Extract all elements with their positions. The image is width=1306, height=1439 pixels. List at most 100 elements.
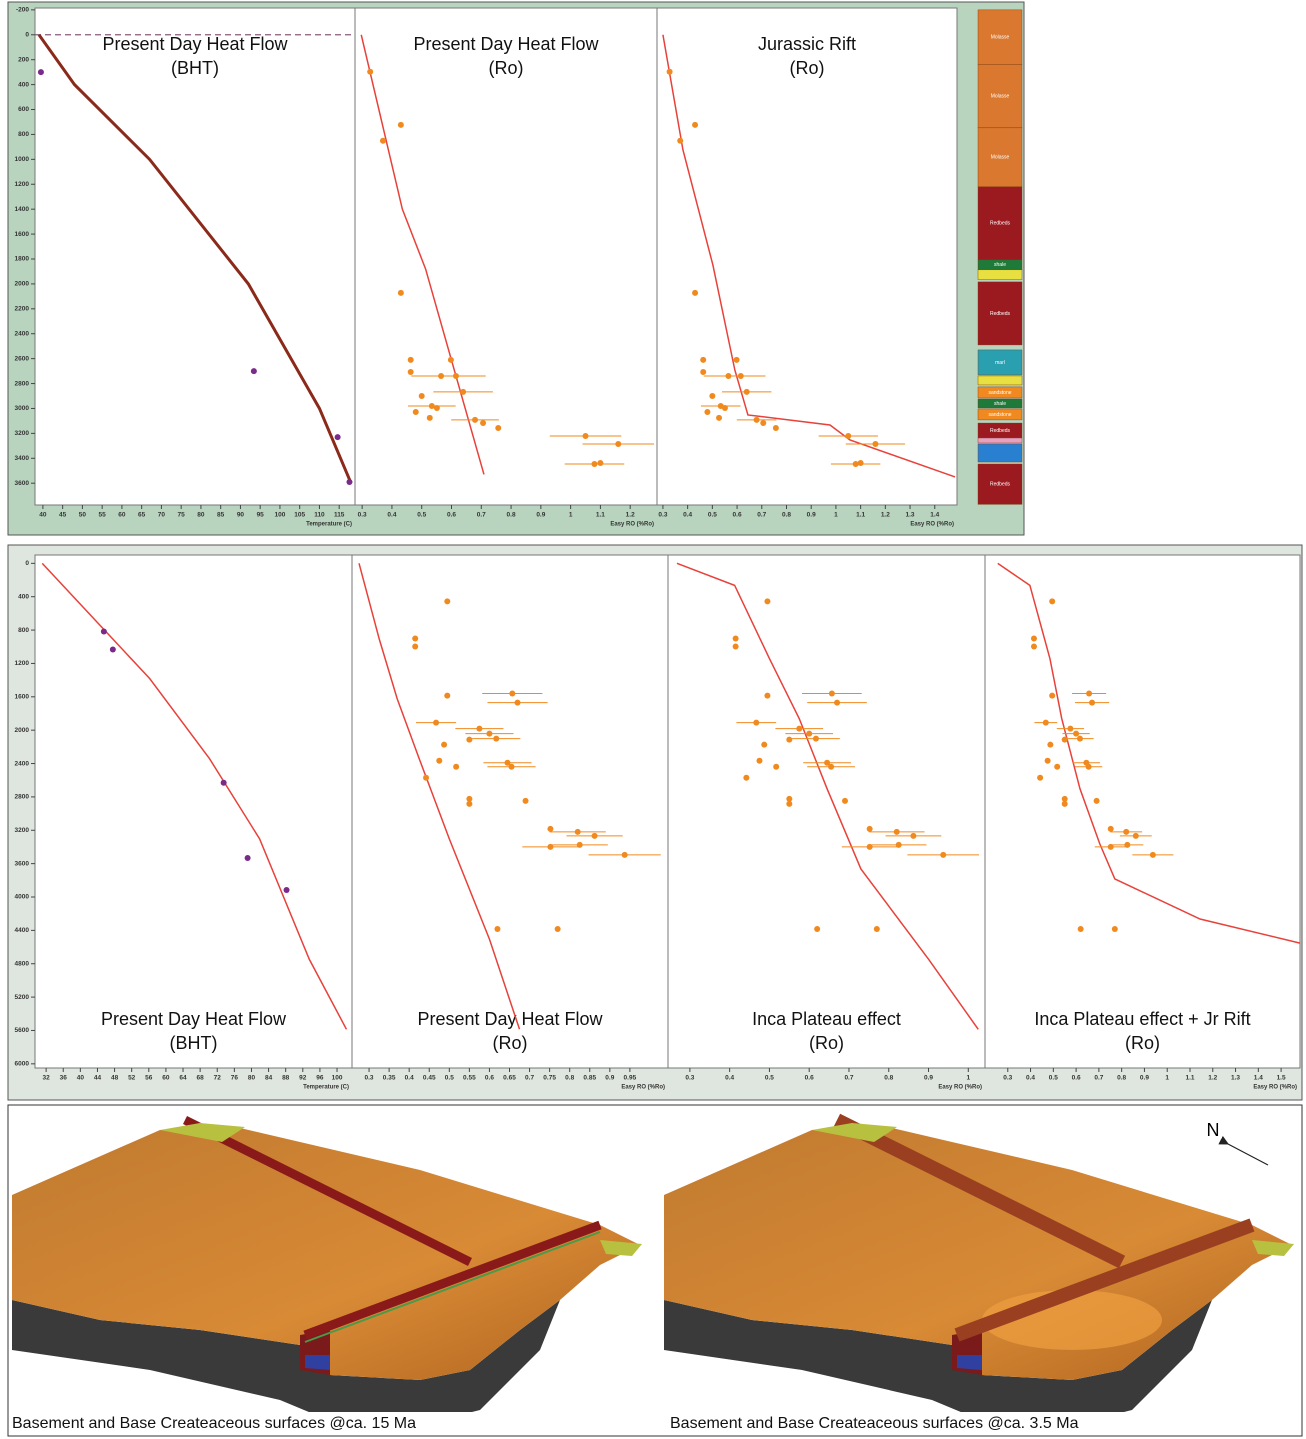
x-tick-label: 115: [334, 512, 345, 519]
data-point: [408, 369, 414, 375]
x-tick-label: 0.35: [383, 1075, 396, 1082]
data-point: [910, 833, 916, 839]
x-tick-label: 48: [111, 1075, 119, 1082]
data-point: [867, 844, 873, 850]
x-tick-label: 45: [59, 512, 67, 519]
data-point: [813, 736, 819, 742]
data-point: [1049, 693, 1055, 699]
x-tick-label: 65: [138, 512, 146, 519]
data-point: [692, 290, 698, 296]
y-tick-label: 2600: [15, 355, 30, 362]
strat-label: Molasse: [991, 35, 1010, 41]
x-tick-label: 80: [248, 1075, 256, 1082]
x-tick-label: 1.5: [1277, 1075, 1286, 1082]
data-point: [764, 693, 770, 699]
x-tick-label: 95: [257, 512, 265, 519]
x-tick-label: 84: [265, 1075, 273, 1082]
data-point: [555, 926, 561, 932]
y-tick-label: 1600: [15, 231, 30, 238]
data-point: [1043, 720, 1049, 726]
x-tick-label: 0.5: [445, 1075, 454, 1082]
data-point: [448, 357, 454, 363]
x-tick-label: 76: [231, 1075, 239, 1082]
data-point: [773, 425, 779, 431]
data-point: [733, 644, 739, 650]
data-point: [597, 460, 603, 466]
data-point: [754, 417, 760, 423]
chart-title: Present Day Heat Flow: [413, 34, 599, 54]
x-tick-label: 0.3: [358, 512, 367, 519]
x-tick-label: 0.9: [536, 512, 545, 519]
x-axis-label: Temperature (C): [306, 522, 352, 528]
data-point: [335, 434, 341, 440]
y-tick-label: 3200: [15, 827, 30, 834]
x-tick-label: 0.95: [624, 1075, 637, 1082]
chart-title: Present Day Heat Flow: [417, 1009, 603, 1029]
chart-title: Inca Plateau effect + Jr Rift: [1034, 1009, 1250, 1029]
x-tick-label: 105: [294, 512, 305, 519]
x-tick-label: 1.4: [1254, 1075, 1263, 1082]
x-tick-label: 1.1: [596, 512, 605, 519]
x-tick-label: 96: [316, 1075, 324, 1082]
y-tick-label: -200: [16, 7, 29, 14]
caption: Basement and Base Createaceous surfaces …: [12, 1415, 416, 1432]
data-point: [716, 415, 722, 421]
data-point: [284, 887, 290, 893]
y-tick-label: 3200: [15, 430, 30, 437]
data-point: [480, 420, 486, 426]
data-point: [493, 736, 499, 742]
y-tick-label: 800: [18, 131, 29, 138]
strat-label: Redbeds: [990, 482, 1011, 488]
data-point: [423, 775, 429, 781]
x-tick-label: 1: [834, 512, 838, 519]
data-point: [453, 764, 459, 770]
y-tick-label: 1200: [15, 660, 30, 667]
x-tick-label: 1: [1165, 1075, 1169, 1082]
data-point: [472, 417, 478, 423]
data-point: [523, 798, 529, 804]
x-tick-label: 0.8: [565, 1075, 574, 1082]
data-point: [398, 290, 404, 296]
data-point: [494, 926, 500, 932]
x-tick-label: 0.4: [683, 512, 692, 519]
data-point: [592, 833, 598, 839]
data-point: [38, 69, 44, 75]
x-axis-label: Temperature (C): [303, 1085, 349, 1091]
y-tick-label: 2800: [15, 794, 30, 801]
y-tick-label: 3000: [15, 405, 30, 412]
x-axis-label: Easy RO (%Ro): [910, 522, 954, 528]
data-point: [251, 368, 257, 374]
x-tick-label: 55: [99, 512, 107, 519]
x-tick-label: 0.8: [507, 512, 516, 519]
data-point: [1037, 775, 1043, 781]
data-point: [894, 829, 900, 835]
chart-subtitle: (Ro): [809, 1033, 844, 1053]
data-point: [1112, 926, 1118, 932]
x-tick-label: 40: [77, 1075, 85, 1082]
data-point: [738, 373, 744, 379]
data-point: [441, 742, 447, 748]
x-tick-label: 0.9: [1140, 1075, 1149, 1082]
data-point: [460, 389, 466, 395]
x-tick-label: 0.7: [525, 1075, 534, 1082]
data-point: [583, 433, 589, 439]
data-point: [575, 829, 581, 835]
x-tick-label: 0.7: [757, 512, 766, 519]
x-tick-label: 1.2: [1208, 1075, 1217, 1082]
y-tick-label: 2400: [15, 760, 30, 767]
y-tick-label: 2800: [15, 380, 30, 387]
x-axis-label: Easy RO (%Ro): [938, 1085, 982, 1091]
strat-layer: [978, 376, 1022, 385]
y-tick-label: 1600: [15, 694, 30, 701]
y-tick-label: 400: [18, 81, 29, 88]
x-tick-label: 0.65: [503, 1075, 516, 1082]
data-point: [591, 461, 597, 467]
x-tick-label: 85: [217, 512, 225, 519]
x-tick-label: 0.6: [805, 1075, 814, 1082]
data-point: [1062, 737, 1068, 743]
chart-title: Jurassic Rift: [758, 34, 856, 54]
data-point: [1067, 726, 1073, 732]
x-tick-label: 0.5: [765, 1075, 774, 1082]
y-tick-label: 5200: [15, 994, 30, 1001]
data-point: [734, 357, 740, 363]
